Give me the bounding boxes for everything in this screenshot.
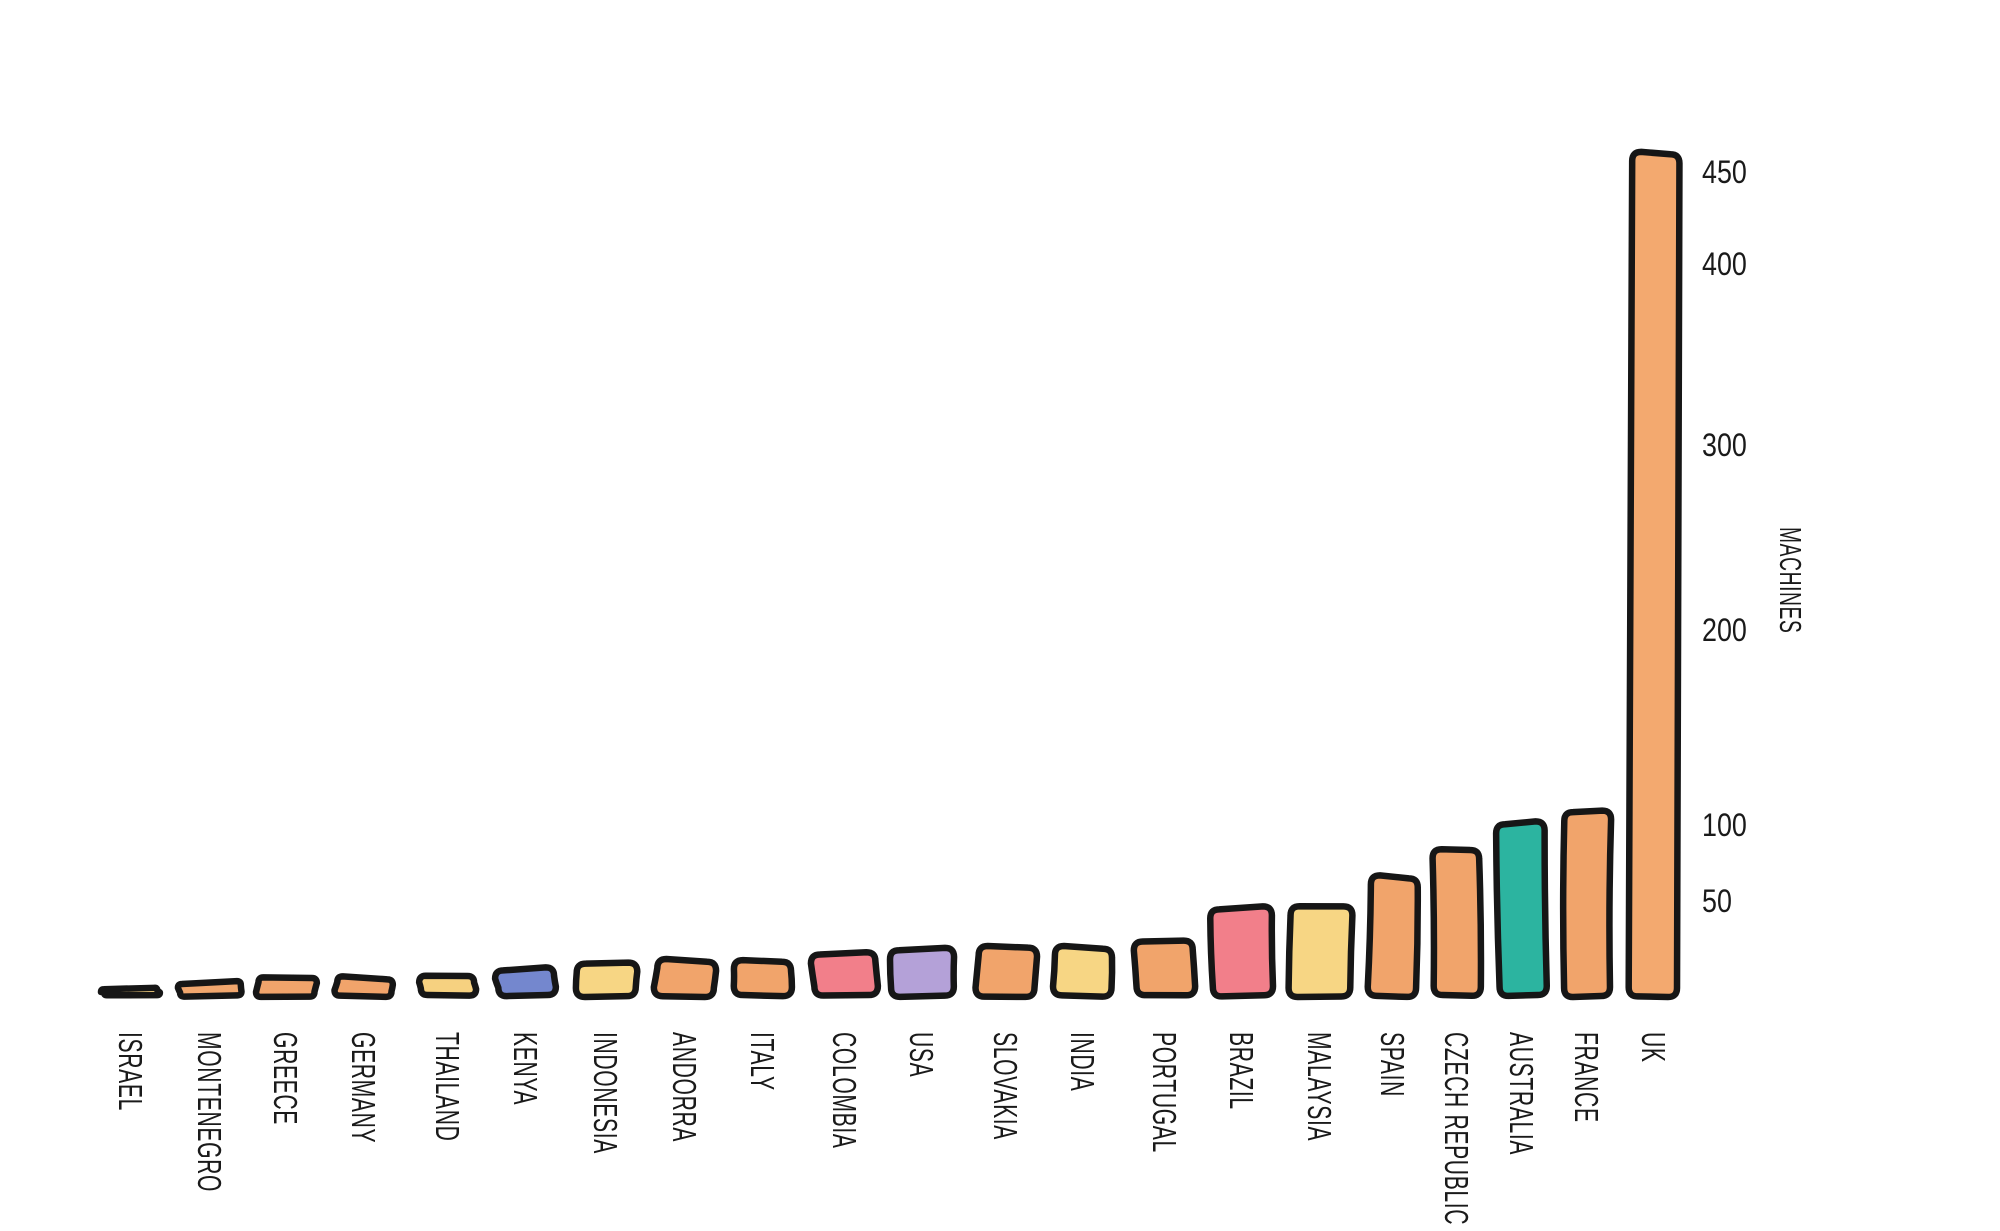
y-tick-label-50: 50 xyxy=(1702,883,1732,919)
bar-andorra xyxy=(650,955,720,1001)
x-axis-label-uk: UK xyxy=(1635,1032,1672,1063)
bar-indonesia xyxy=(572,959,641,1001)
x-axis-label-spain: SPAIN xyxy=(1374,1032,1411,1098)
bar-montenegro xyxy=(174,977,245,1000)
x-axis-label-malaysia: MALAYSIA xyxy=(1301,1032,1338,1142)
bar-portugal xyxy=(1130,937,1199,999)
bar-australia xyxy=(1492,818,1550,1000)
x-axis-label-andorra: ANDORRA xyxy=(666,1032,703,1143)
x-axis-label-india: INDIA xyxy=(1064,1032,1101,1092)
bar-italy xyxy=(730,956,796,1000)
x-axis-label-slovakia: SLOVAKIA xyxy=(987,1032,1024,1141)
bar-india xyxy=(1049,942,1116,1000)
y-tick-label-400: 400 xyxy=(1702,246,1747,282)
x-axis-label-israel: ISRAEL xyxy=(112,1032,149,1111)
x-axis-label-australia: AUSTRALIA xyxy=(1503,1032,1540,1156)
x-axis-label-czech-republic: CZECH REPUBLIC xyxy=(1438,1032,1475,1226)
x-axis-label-kenya: KENYA xyxy=(507,1032,544,1106)
bar-malaysia xyxy=(1285,903,1356,1001)
x-axis-label-thailand: THAILAND xyxy=(429,1032,466,1142)
bar-usa xyxy=(886,944,958,1001)
bar-greece xyxy=(252,974,321,1001)
bar-kenya xyxy=(491,964,560,1000)
bar-spain xyxy=(1364,872,1422,1001)
x-axis-label-brazil: BRAZIL xyxy=(1223,1032,1260,1110)
x-axis-label-germany: GERMANY xyxy=(345,1032,382,1144)
x-axis-label-italy: ITALY xyxy=(744,1032,781,1091)
y-tick-label-300: 300 xyxy=(1702,427,1747,463)
x-axis-label-usa: USA xyxy=(903,1032,940,1078)
x-axis-label-greece: GREECE xyxy=(267,1032,304,1126)
bar-colombia xyxy=(807,948,882,999)
bar-czech-republic xyxy=(1429,845,1485,1000)
x-axis-label-indonesia: INDONESIA xyxy=(587,1032,624,1154)
x-axis-label-colombia: COLOMBIA xyxy=(826,1032,863,1149)
bar-germany xyxy=(331,973,397,1001)
bar-slovakia xyxy=(972,942,1041,1001)
x-axis-label-france: FRANCE xyxy=(1568,1032,1605,1123)
bar-uk xyxy=(1625,148,1683,1001)
x-axis-label-portugal: PORTUGAL xyxy=(1146,1032,1183,1153)
y-tick-label-200: 200 xyxy=(1702,612,1747,648)
y-axis-title: MACHINES xyxy=(1773,527,1808,634)
bar-thailand xyxy=(415,972,480,999)
y-tick-label-100: 100 xyxy=(1702,807,1747,843)
x-axis-label-montenegro: MONTENEGRO xyxy=(191,1032,228,1193)
y-tick-label-450: 450 xyxy=(1702,154,1747,190)
bar-brazil xyxy=(1207,903,1277,1000)
bar-israel xyxy=(97,984,164,999)
bar-france xyxy=(1559,807,1615,1001)
